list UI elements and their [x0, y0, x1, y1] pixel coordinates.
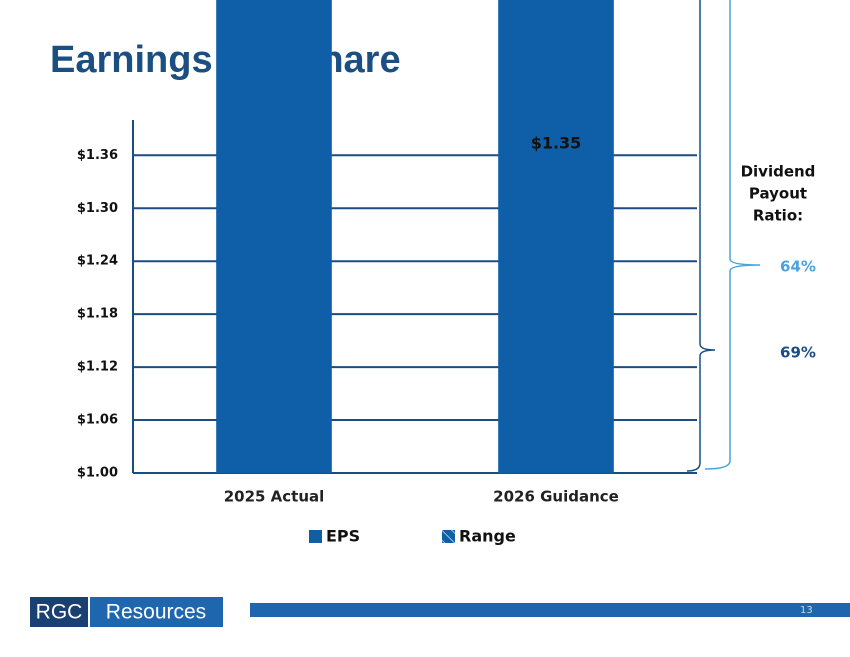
legend-label: EPS [326, 527, 360, 546]
y-tick-label: $1.18 [77, 307, 118, 322]
footer-bar [250, 603, 850, 617]
payout-ratio: 69% [780, 344, 816, 362]
payout-title: Ratio: [753, 207, 803, 225]
payout-bracket [704, 0, 761, 470]
payout-title: Payout [749, 185, 807, 203]
y-tick-label: $1.12 [77, 360, 118, 375]
payout-ratio: 64% [780, 258, 816, 276]
logo-text: Resources [106, 601, 206, 624]
legend-label: Range [459, 527, 516, 546]
y-tick-label: $1.36 [77, 148, 118, 163]
page-number: 13 [800, 605, 813, 616]
payout-bracket [686, 0, 716, 472]
x-tick-label: 2026 Guidance [493, 488, 619, 506]
logo-box [30, 597, 88, 627]
y-tick-label: $1.30 [77, 201, 118, 216]
x-tick-label: 2025 Actual [224, 488, 325, 506]
y-tick-label: $1.24 [77, 254, 118, 269]
total-label: $1.35 [531, 134, 582, 153]
legend-swatch [309, 530, 322, 543]
y-tick-label: $1.00 [77, 466, 118, 481]
logo-text: RGC [36, 601, 83, 624]
y-tick-label: $1.06 [77, 413, 118, 428]
bar-segment [216, 0, 332, 474]
legend-swatch [442, 530, 455, 543]
logo-box [90, 597, 223, 627]
bar-segment [498, 0, 614, 473]
payout-title: Dividend [741, 163, 816, 181]
